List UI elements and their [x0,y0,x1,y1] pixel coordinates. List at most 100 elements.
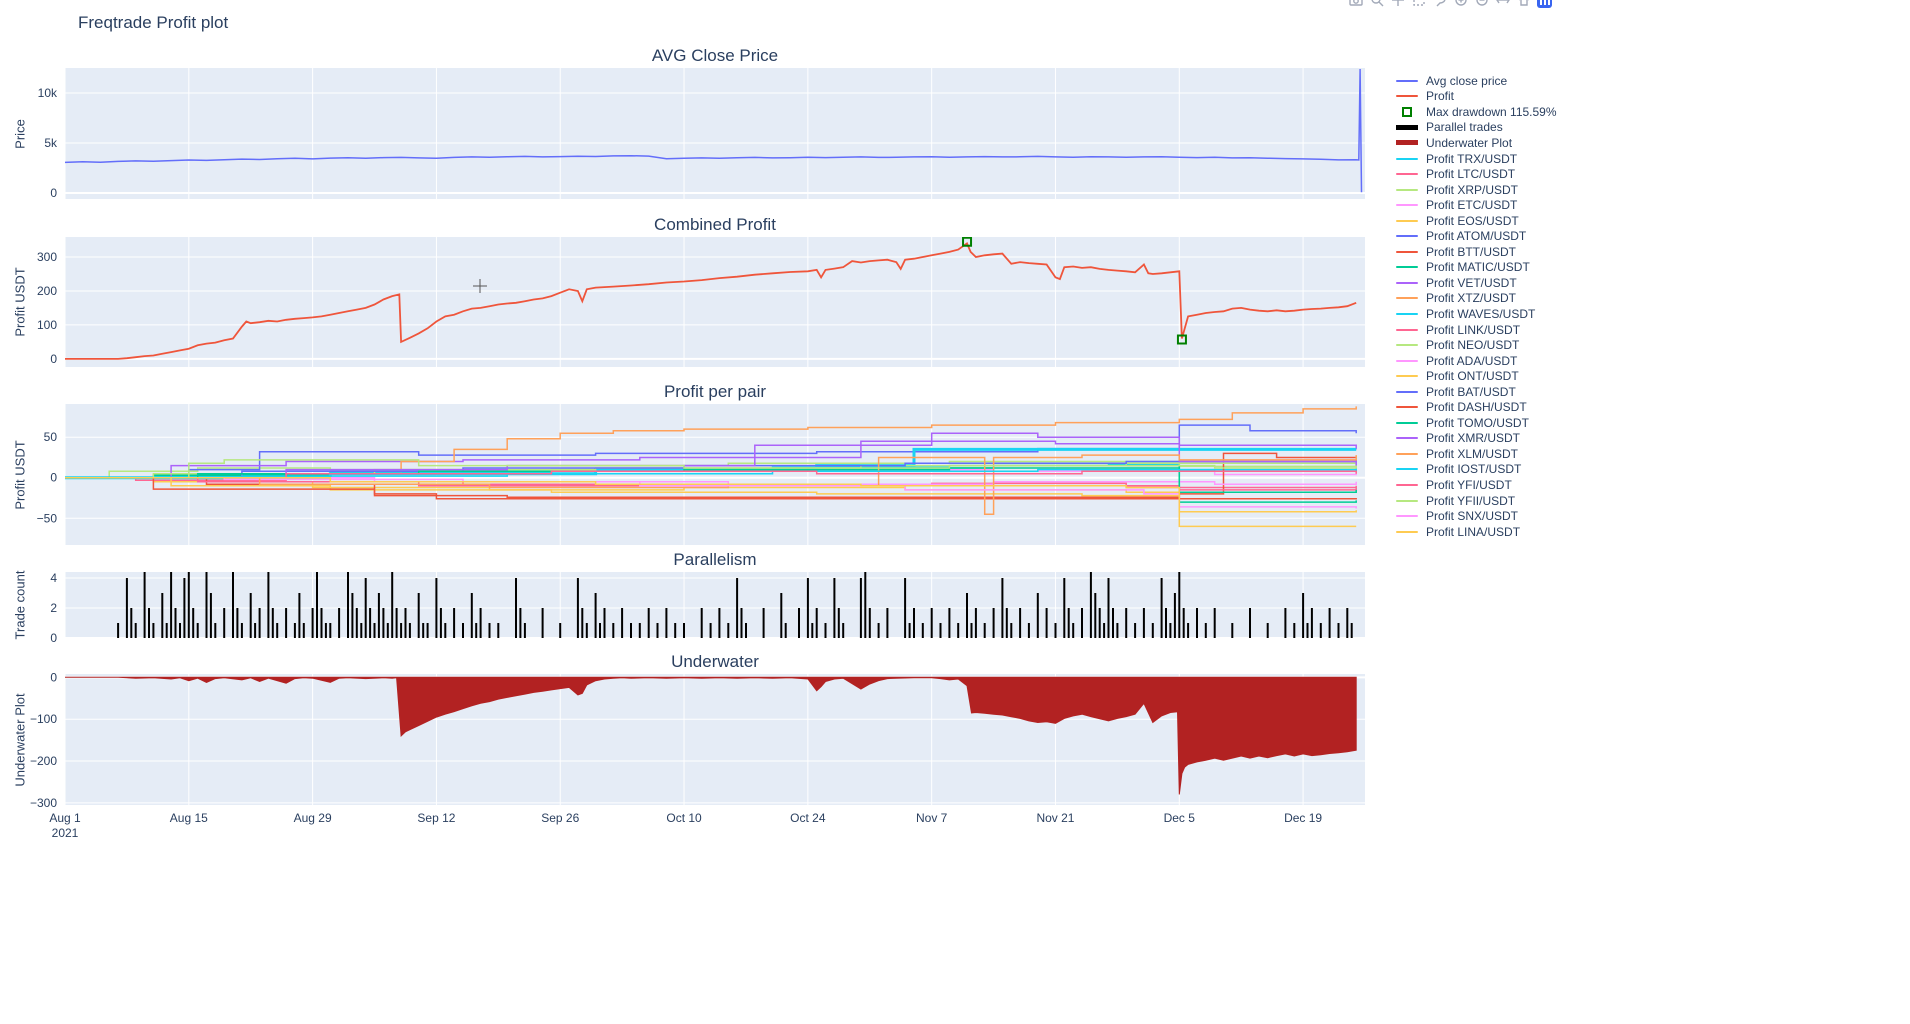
trade-count-bar [1350,623,1353,638]
legend-item-profit-ltc-usdt[interactable]: Profit LTC/USDT [1396,166,1557,182]
trade-count-bar [1072,623,1075,638]
reset-axes-icon[interactable] [1516,0,1532,8]
zoom-icon[interactable] [1369,0,1385,8]
trade-count-bar [806,578,809,638]
series-max-drawdown-115-59 [962,237,1187,345]
legend-item-profit-iost-usdt[interactable]: Profit IOST/USDT [1396,462,1557,478]
trade-count-bar [515,578,517,638]
trade-count-bar [886,608,889,638]
legend-item-profit-neo-usdt[interactable]: Profit NEO/USDT [1396,337,1557,353]
camera-icon[interactable] [1348,0,1364,8]
legend-item-underwater-plot[interactable]: Underwater Plot [1396,135,1557,151]
y-axis-title-avg-close-price: Price [12,118,28,149]
trade-count-bar [439,608,442,638]
box-select-icon[interactable] [1411,0,1427,8]
legend-item-profit-yfi-usdt[interactable]: Profit YFI/USDT [1396,477,1557,493]
legend-item-profit-yfii-usdt[interactable]: Profit YFII/USDT [1396,493,1557,509]
legend-item-profit[interactable]: Profit [1396,89,1557,105]
trade-count-bar [444,623,447,638]
trade-count-bar [523,623,526,638]
trade-count-bar [382,608,385,638]
trade-count-bar [223,608,226,638]
legend-item-profit-atom-usdt[interactable]: Profit ATOM/USDT [1396,228,1557,244]
trade-count-bar [479,608,482,638]
legend-item-profit-btt-usdt[interactable]: Profit BTT/USDT [1396,244,1557,260]
legend-item-label: Underwater Plot [1426,135,1513,150]
subplot-title-combined-profit: Combined Profit [654,215,776,234]
trade-count-bar [1045,608,1048,638]
trade-count-bar [1213,608,1216,638]
trade-count-bar [298,593,301,638]
legend-item-profit-tomo-usdt[interactable]: Profit TOMO/USDT [1396,415,1557,431]
legend-item-profit-trx-usdt[interactable]: Profit TRX/USDT [1396,151,1557,167]
legend-line-swatch-icon [1396,390,1422,393]
trade-count-bar [1310,608,1313,638]
trade-count-bar [130,608,133,638]
y-axis-title-combined-profit: Profit USDT [12,267,28,337]
trade-count-bar [1187,623,1190,638]
trade-count-bar [859,578,862,638]
trade-count-bar [762,608,765,638]
legend-line-swatch-icon [1396,95,1422,98]
plot-area-profit-per-pair[interactable] [65,404,1365,545]
trade-count-bar [240,623,243,638]
legend-item-parallel-trades[interactable]: Parallel trades [1396,120,1557,136]
legend-item-profit-waves-usdt[interactable]: Profit WAVES/USDT [1396,306,1557,322]
plot-area-avg-close-price[interactable] [65,68,1365,199]
legend-line-swatch-icon [1396,188,1422,191]
pan-icon[interactable] [1390,0,1406,8]
x-tick-label: Dec 19 [1284,811,1322,825]
legend-item-profit-etc-usdt[interactable]: Profit ETC/USDT [1396,197,1557,213]
y-tick-label: −50 [37,511,58,525]
legend-item-profit-eos-usdt[interactable]: Profit EOS/USDT [1396,213,1557,229]
autoscale-icon[interactable] [1495,0,1511,8]
lasso-icon[interactable] [1432,0,1448,8]
legend-item-profit-xlm-usdt[interactable]: Profit XLM/USDT [1396,446,1557,462]
trade-count-bar [165,623,168,638]
trade-count-bar [815,608,818,638]
trade-count-bar [271,608,274,638]
trade-count-bar [1293,623,1296,638]
legend-item-profit-lina-usdt[interactable]: Profit LINA/USDT [1396,524,1557,540]
plotly-logo[interactable] [1537,0,1552,8]
legend-item-profit-dash-usdt[interactable]: Profit DASH/USDT [1396,399,1557,415]
legend-item-profit-xmr-usdt[interactable]: Profit XMR/USDT [1396,431,1557,447]
trade-count-bar [824,623,827,638]
y-axis-title-parallelism: Trade count [12,570,28,640]
trade-count-bar [258,608,261,638]
trade-count-bar [209,593,212,638]
legend-item-max-drawdown-115-59[interactable]: Max drawdown 115.59% [1396,104,1557,120]
legend-item-avg-close-price[interactable]: Avg close price [1396,73,1557,89]
trade-count-bar [293,623,296,638]
x-tick-label: Sep 12 [417,811,455,825]
trade-count-bar [904,578,907,638]
trade-count-bar [174,608,177,638]
trade-count-bar [1036,593,1039,638]
legend-item-profit-bat-usdt[interactable]: Profit BAT/USDT [1396,384,1557,400]
max-drawdown-marker [962,237,973,247]
trade-count-bar [674,623,677,638]
trade-count-bar [970,623,973,638]
legend-item-profit-ont-usdt[interactable]: Profit ONT/USDT [1396,368,1557,384]
plot-area-combined-profit[interactable] [65,237,1365,367]
series-profit-atom-usdt [65,424,1357,479]
legend-item-label: Profit WAVES/USDT [1426,306,1536,321]
legend-item-profit-xrp-usdt[interactable]: Profit XRP/USDT [1396,182,1557,198]
trade-count-bar [400,623,403,638]
legend-item-profit-snx-usdt[interactable]: Profit SNX/USDT [1396,508,1557,524]
legend-item-profit-ada-usdt[interactable]: Profit ADA/USDT [1396,353,1557,369]
trade-count-bar [196,623,199,638]
legend-item-profit-matic-usdt[interactable]: Profit MATIC/USDT [1396,260,1557,276]
zoom-out-icon[interactable] [1474,0,1490,8]
plot-area-parallelism[interactable] [65,572,1365,638]
legend-item-profit-xtz-usdt[interactable]: Profit XTZ/USDT [1396,291,1557,307]
y-tick-label: −100 [30,712,57,726]
trade-count-bar [395,608,398,638]
zoom-in-icon[interactable] [1453,0,1469,8]
legend-item-label: Max drawdown 115.59% [1426,104,1557,119]
trade-count-bar [1081,608,1083,638]
legend-item-profit-vet-usdt[interactable]: Profit VET/USDT [1396,275,1557,291]
trade-count-bar [475,623,478,638]
legend-item-profit-link-usdt[interactable]: Profit LINK/USDT [1396,322,1557,338]
